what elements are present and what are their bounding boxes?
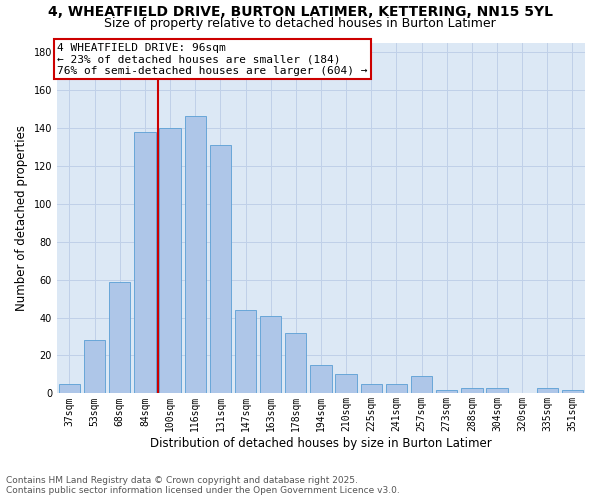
Bar [436,390,457,394]
Bar [59,384,80,394]
Bar [209,145,231,394]
Bar [562,390,583,394]
Bar [486,388,508,394]
Text: Size of property relative to detached houses in Burton Latimer: Size of property relative to detached ho… [104,18,496,30]
Bar [411,376,432,394]
Bar [160,128,181,394]
Text: 4, WHEATFIELD DRIVE, BURTON LATIMER, KETTERING, NN15 5YL: 4, WHEATFIELD DRIVE, BURTON LATIMER, KET… [47,5,553,19]
Bar [386,384,407,394]
Bar [310,365,332,394]
X-axis label: Distribution of detached houses by size in Burton Latimer: Distribution of detached houses by size … [150,437,492,450]
Text: Contains HM Land Registry data © Crown copyright and database right 2025.
Contai: Contains HM Land Registry data © Crown c… [6,476,400,495]
Bar [536,388,558,394]
Text: 4 WHEATFIELD DRIVE: 96sqm
← 23% of detached houses are smaller (184)
76% of semi: 4 WHEATFIELD DRIVE: 96sqm ← 23% of detac… [57,42,367,76]
Bar [134,132,155,394]
Bar [285,332,307,394]
Bar [260,316,281,394]
Bar [335,374,357,394]
Bar [235,310,256,394]
Bar [84,340,106,394]
Y-axis label: Number of detached properties: Number of detached properties [15,125,28,311]
Bar [361,384,382,394]
Bar [185,116,206,394]
Bar [109,282,130,394]
Bar [461,388,482,394]
